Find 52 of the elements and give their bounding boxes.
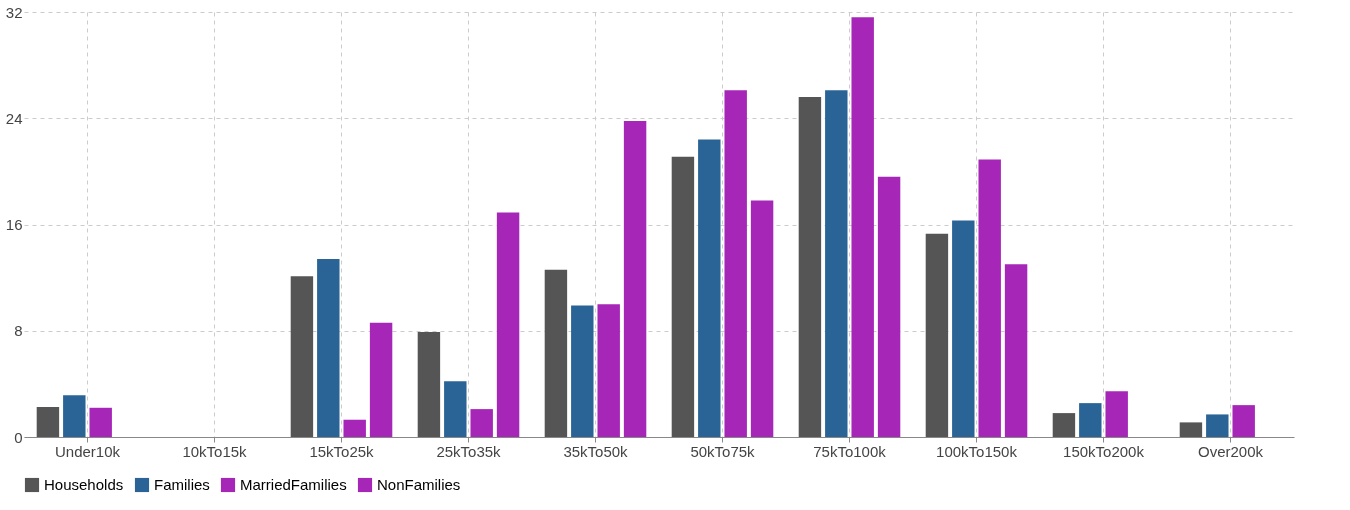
x-tick-label: 35kTo50k xyxy=(563,442,629,460)
bar xyxy=(89,407,112,437)
bar xyxy=(671,156,695,437)
bar xyxy=(597,304,620,437)
bar xyxy=(724,90,747,437)
bar xyxy=(63,395,86,437)
bar xyxy=(369,322,393,437)
bar xyxy=(343,419,366,437)
bar xyxy=(444,381,467,437)
y-tick-label: 8 xyxy=(14,322,23,340)
bar xyxy=(1079,403,1102,437)
x-tick-label: Under10k xyxy=(54,442,121,460)
bar xyxy=(925,233,949,437)
x-tick-label: 150kTo200k xyxy=(1063,442,1145,460)
bar xyxy=(417,332,441,437)
bar xyxy=(496,212,520,437)
bar xyxy=(317,259,340,437)
y-tick-label: 32 xyxy=(5,3,23,21)
bar xyxy=(1052,413,1076,437)
bar xyxy=(571,305,594,437)
bar xyxy=(544,269,568,437)
x-tick-label: Over200k xyxy=(1197,442,1264,460)
bar xyxy=(36,407,60,437)
x-tick-label: 100kTo150k xyxy=(936,442,1018,460)
y-tick-label: 0 xyxy=(14,428,23,446)
x-tick-label: 75kTo100k xyxy=(813,442,887,460)
y-tick-label: 24 xyxy=(5,109,23,127)
legend-label: NonFamilies xyxy=(377,476,461,493)
x-tick-label: 15kTo25k xyxy=(309,442,375,460)
bar xyxy=(1105,391,1128,437)
bar xyxy=(851,17,874,437)
bar xyxy=(698,139,721,437)
bar xyxy=(290,276,314,437)
x-tick-label: 50kTo75k xyxy=(690,442,756,460)
bar xyxy=(1179,422,1203,437)
bar xyxy=(1206,414,1229,437)
bar xyxy=(825,90,848,437)
legend-label: Families xyxy=(154,476,210,493)
legend-label: MarriedFamilies xyxy=(240,476,347,493)
bar xyxy=(470,409,493,437)
bar xyxy=(952,220,975,437)
x-tick-label: 25kTo35k xyxy=(436,442,502,460)
bar xyxy=(1004,264,1028,437)
bar xyxy=(750,200,774,437)
y-tick-label: 16 xyxy=(5,216,23,233)
bar xyxy=(623,120,647,437)
bar xyxy=(877,176,901,437)
x-tick-label: 10kTo15k xyxy=(182,442,248,460)
bar xyxy=(1232,405,1255,437)
bar xyxy=(798,97,822,437)
legend-label: Households xyxy=(44,476,124,493)
bar xyxy=(978,159,1001,437)
